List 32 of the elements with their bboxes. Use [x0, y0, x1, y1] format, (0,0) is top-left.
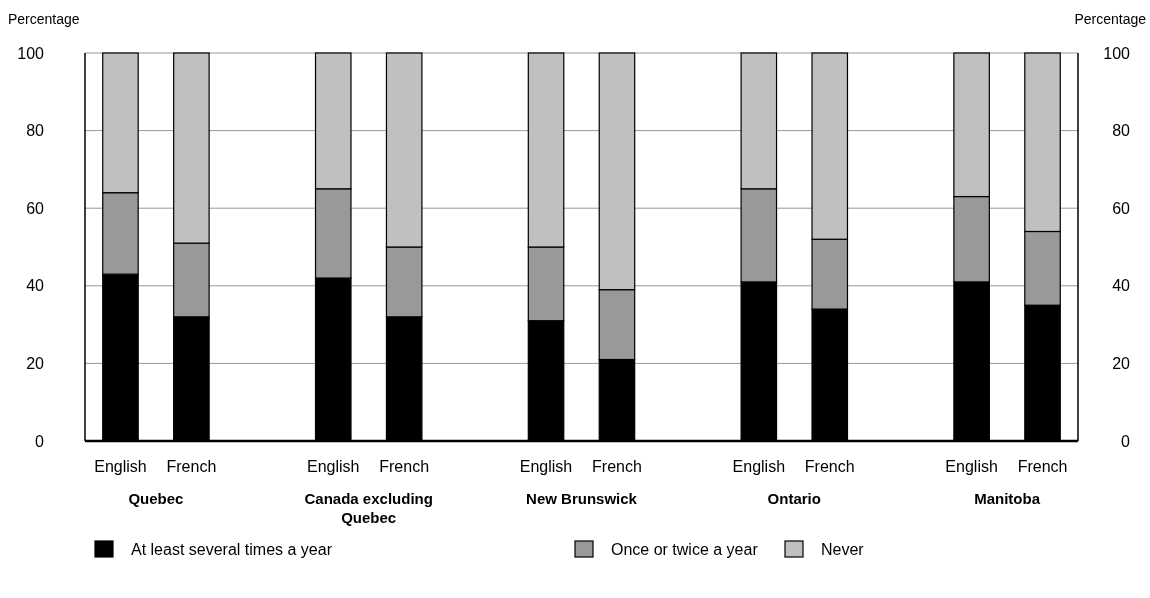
text: Quebec: [128, 490, 184, 507]
x-tick-label: English: [307, 458, 360, 475]
y2-tick-label: 0: [1121, 432, 1131, 450]
x-tick-label: French: [1017, 458, 1068, 475]
y-tick-label: 60: [26, 199, 45, 217]
x-tick-label: French: [379, 458, 430, 475]
x-tick-label: French: [804, 458, 855, 475]
x-tick-label: English: [945, 458, 998, 475]
y-tick-label: 0: [35, 432, 45, 450]
x-tick-label: French: [166, 458, 217, 475]
y2-tick-label: 100: [1103, 44, 1131, 62]
y2-axis-title: Percentage: [1074, 11, 1147, 27]
legend-label: At least several times a year: [131, 540, 333, 558]
text: Canada excluding Quebec: [304, 490, 433, 526]
x-tick-label: English: [732, 458, 786, 475]
y2-tick-label: 60: [1112, 199, 1131, 217]
text: Manitoba: [974, 490, 1041, 507]
x-tick-label: French: [592, 458, 642, 475]
y2-tick-label: 40: [1112, 277, 1131, 295]
y-tick-label: 100: [17, 44, 45, 62]
x-tick-label: English: [94, 458, 147, 475]
legend-label: Once or twice a year: [611, 540, 759, 558]
y-tick-label: 20: [26, 355, 45, 372]
y2-tick-label: 20: [1112, 355, 1131, 372]
text: Ontario: [767, 490, 821, 507]
y-tick-label: 80: [26, 122, 45, 140]
x-tick-label: English: [519, 458, 573, 475]
text: New Brunswick: [526, 490, 638, 507]
y-axis-title: Percentage: [8, 11, 80, 27]
y-tick-label: 40: [26, 277, 45, 295]
y2-tick-label: 80: [1112, 122, 1131, 140]
legend-label: Never: [821, 540, 865, 558]
